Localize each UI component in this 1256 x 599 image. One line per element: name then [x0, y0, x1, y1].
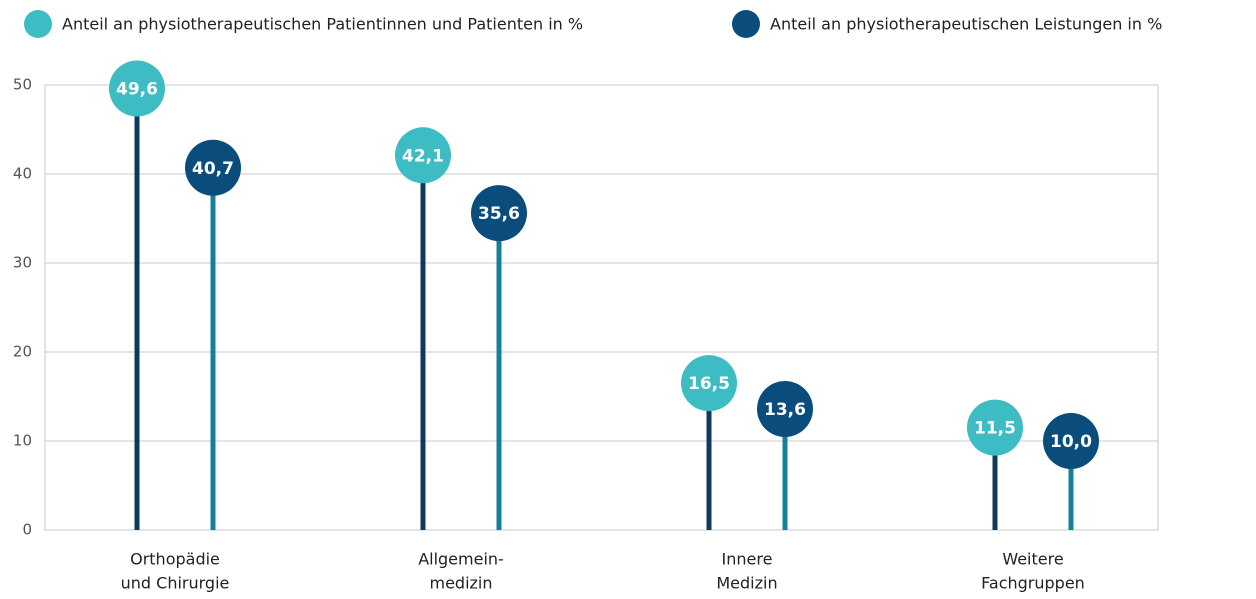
x-tick-label: Innere: [722, 550, 773, 569]
value-label: 35,6: [478, 204, 520, 224]
y-tick-label: 10: [13, 432, 32, 450]
x-tick-label: Allgemein-: [418, 550, 504, 569]
dot: [109, 60, 165, 117]
dot: [185, 139, 241, 196]
dot: [967, 399, 1023, 456]
x-tick-label: Weitere: [1002, 550, 1063, 569]
value-label: 42,1: [402, 146, 444, 166]
value-label: 13,6: [764, 400, 806, 420]
dot: [1043, 413, 1099, 469]
x-tick-label: Fachgruppen: [981, 574, 1085, 593]
x-tick-label: Medizin: [716, 574, 777, 593]
legend-label: Anteil an physiotherapeutischen Leistung…: [770, 15, 1162, 34]
x-tick-label: und Chirurgie: [121, 574, 230, 593]
dot: [471, 185, 527, 242]
dot: [395, 127, 451, 184]
legend-swatch: [732, 10, 760, 38]
y-tick-label: 40: [13, 165, 32, 183]
legend-label: Anteil an physiotherapeutischen Patienti…: [62, 15, 583, 34]
plot-border: [44, 84, 1159, 531]
value-label: 49,6: [116, 80, 158, 100]
value-label: 10,0: [1050, 432, 1092, 452]
x-tick-label: medizin: [429, 574, 492, 593]
legend-swatch: [24, 10, 52, 38]
value-label: 40,7: [192, 159, 234, 179]
dot: [681, 355, 737, 412]
y-tick-label: 50: [13, 76, 32, 94]
value-label: 11,5: [974, 419, 1016, 439]
y-tick-label: 20: [13, 343, 32, 361]
x-tick-label: Orthopädie: [130, 550, 220, 569]
dot: [757, 380, 813, 437]
value-label: 16,5: [688, 374, 730, 394]
y-tick-label: 0: [22, 521, 32, 539]
y-tick-label: 30: [13, 254, 32, 272]
